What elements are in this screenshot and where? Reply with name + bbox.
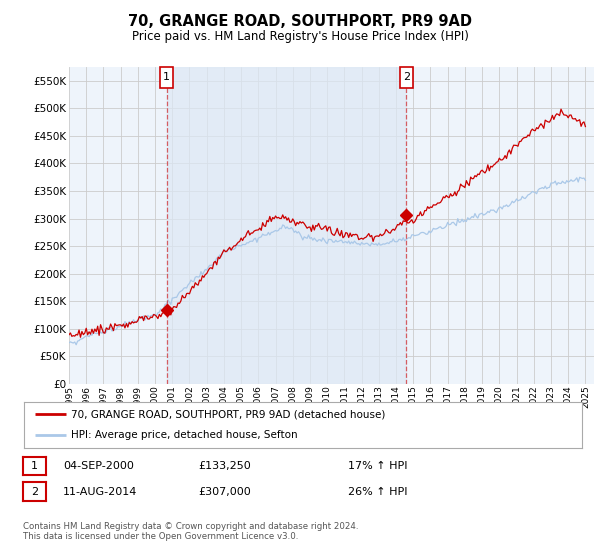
Text: 1: 1 xyxy=(163,72,170,82)
FancyBboxPatch shape xyxy=(400,67,413,88)
Text: £307,000: £307,000 xyxy=(198,487,251,497)
Text: 04-SEP-2000: 04-SEP-2000 xyxy=(63,461,134,471)
Text: 2: 2 xyxy=(31,487,38,497)
Text: 17% ↑ HPI: 17% ↑ HPI xyxy=(348,461,407,471)
Text: 2: 2 xyxy=(403,72,410,82)
Text: Contains HM Land Registry data © Crown copyright and database right 2024.
This d: Contains HM Land Registry data © Crown c… xyxy=(23,522,358,542)
Text: 11-AUG-2014: 11-AUG-2014 xyxy=(63,487,137,497)
Text: 70, GRANGE ROAD, SOUTHPORT, PR9 9AD (detached house): 70, GRANGE ROAD, SOUTHPORT, PR9 9AD (det… xyxy=(71,409,386,419)
Text: 1: 1 xyxy=(31,461,38,471)
Bar xyxy=(167,67,406,384)
FancyBboxPatch shape xyxy=(160,67,173,88)
Text: HPI: Average price, detached house, Sefton: HPI: Average price, detached house, Seft… xyxy=(71,431,298,441)
Text: 70, GRANGE ROAD, SOUTHPORT, PR9 9AD: 70, GRANGE ROAD, SOUTHPORT, PR9 9AD xyxy=(128,14,472,29)
Text: £133,250: £133,250 xyxy=(198,461,251,471)
Text: 26% ↑ HPI: 26% ↑ HPI xyxy=(348,487,407,497)
Text: Price paid vs. HM Land Registry's House Price Index (HPI): Price paid vs. HM Land Registry's House … xyxy=(131,30,469,43)
